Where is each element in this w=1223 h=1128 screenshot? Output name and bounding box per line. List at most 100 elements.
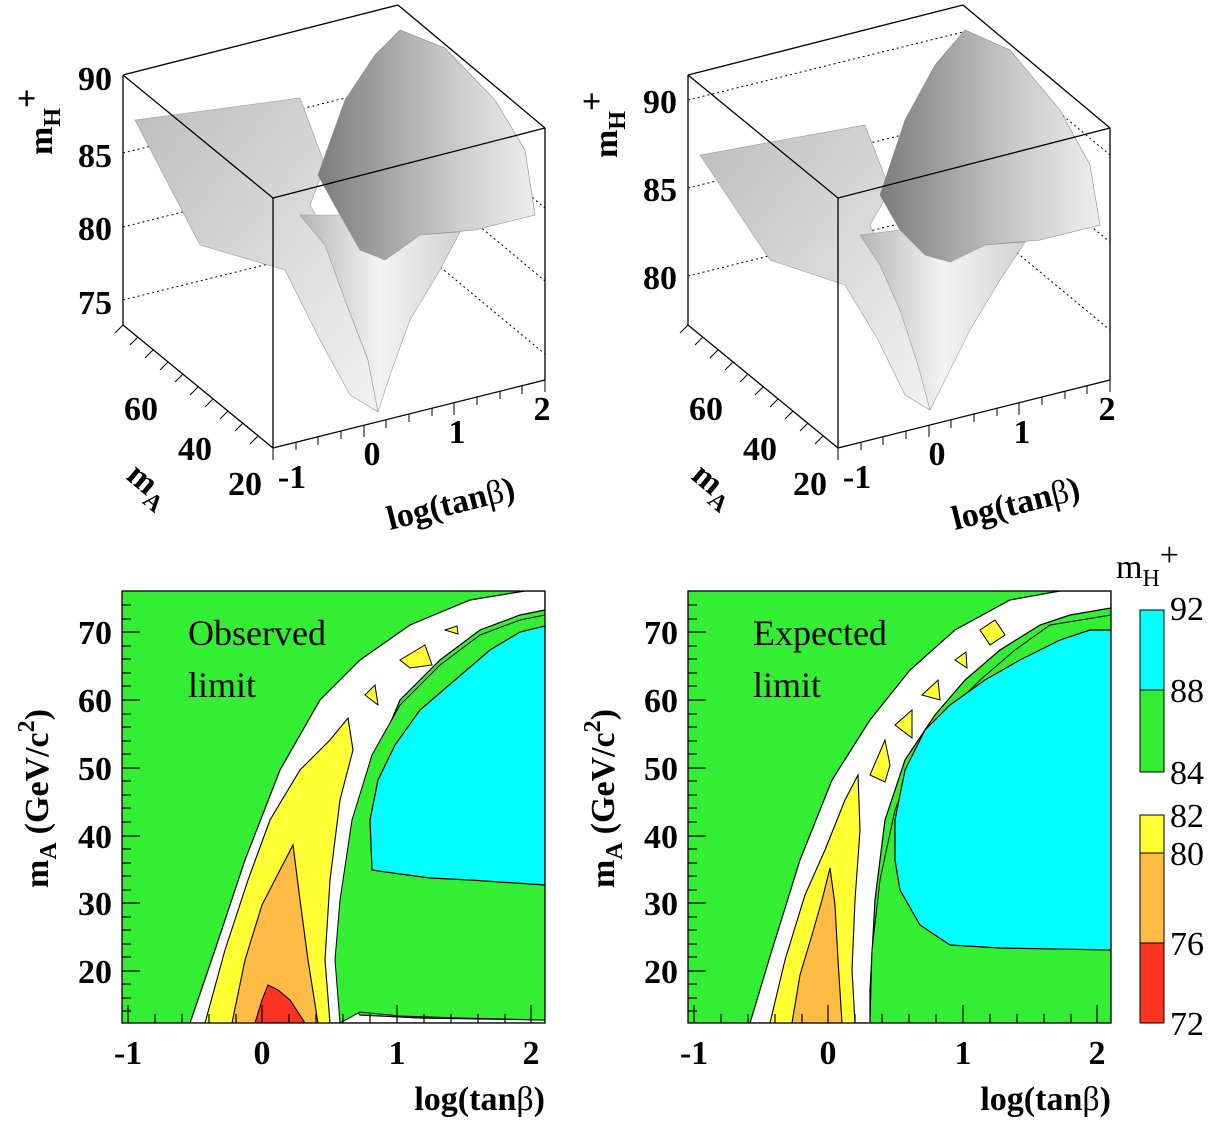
x-tick-label: 0 (364, 436, 381, 473)
x-tick-label: 0 (929, 436, 946, 473)
x-axis-label: log(tanβ) (980, 1081, 1111, 1118)
x-axis-label: log(tanβ) (383, 470, 519, 538)
y-tick-label: 40 (78, 819, 112, 856)
x-tick-label: 1 (389, 1035, 406, 1072)
color-bar: mH+ 92 88 84 82 80 76 72 (1116, 537, 1204, 1043)
y-tick-label: 30 (78, 886, 112, 923)
contour-plot-observed: Observed limit 20 30 40 50 60 70 -1 0 1 … (14, 590, 546, 1118)
x-axis-label: log(tanβ) (948, 470, 1084, 538)
y-tick-label: 40 (743, 431, 777, 468)
y-ticks (122, 604, 140, 1012)
x-axis-label: log(tanβ) (414, 1081, 545, 1118)
x-tick-label: -1 (680, 1035, 708, 1072)
color-bar-title: mH+ (1116, 537, 1179, 592)
color-bar-label: 88 (1170, 673, 1204, 710)
svg-text:mH+: mH+ (9, 89, 66, 155)
x-ticks (693, 1005, 1098, 1023)
z-axis-label: mH+ (574, 92, 631, 158)
y-tick-label: 70 (78, 615, 112, 652)
color-bar-red (1139, 942, 1165, 1024)
yellow-island (399, 644, 433, 669)
plot-frame (121, 590, 546, 1024)
z-tick-label: 90 (643, 84, 677, 121)
annotation-limit: limit (188, 665, 256, 705)
red-region (254, 984, 306, 1023)
z-tick-label: 80 (78, 211, 112, 248)
orange-region (791, 867, 843, 1023)
y-tick-label: 50 (78, 751, 112, 788)
y-tick-label: 40 (178, 431, 212, 468)
surface-plot-left: 90 85 80 75 mH+ 20 40 60 mA -1 0 1 2 log… (9, 4, 551, 538)
x-tick-label: -1 (278, 459, 306, 496)
contour-plot-expected: Expected limit 20 30 40 50 60 70 -1 0 1 … (580, 590, 1112, 1118)
y-tick-label: 30 (644, 886, 678, 923)
z-tick-label: 80 (643, 260, 677, 297)
y-tick-label: 50 (644, 751, 678, 788)
color-bar-label: 76 (1170, 926, 1204, 963)
y-tick-label: 40 (644, 819, 678, 856)
y-axis-label: mA (681, 456, 744, 519)
annotation-expected: Expected (753, 613, 887, 653)
surface-valley (299, 214, 461, 413)
box-frame-back (687, 4, 1111, 449)
y-axis-label: mA(GeV/c2) (14, 709, 62, 888)
yellow-island (869, 738, 891, 783)
y-ticks (688, 604, 706, 1012)
svg-text:mA(GeV/c2): mA(GeV/c2) (580, 709, 628, 888)
svg-text:mA(GeV/c2): mA(GeV/c2) (14, 709, 62, 888)
z-tick-label: 85 (78, 138, 112, 175)
z-axis-label: mH+ (9, 89, 66, 155)
color-bar-cyan (1139, 609, 1165, 691)
plot-frame (687, 590, 1112, 1024)
x-tick-label: 1 (449, 414, 466, 451)
annotation-limit: limit (753, 665, 821, 705)
color-bar-orange (1139, 852, 1165, 944)
cyan-region (894, 629, 1111, 951)
y-tick-label: 60 (644, 683, 678, 720)
x-tick-label: -1 (114, 1035, 142, 1072)
x-tick-label: 1 (1014, 414, 1031, 451)
yellow-island (443, 625, 459, 635)
x-tick-label: 2 (1099, 391, 1116, 428)
x-tick-label: 0 (820, 1035, 837, 1072)
x-tick-label: 0 (254, 1035, 271, 1072)
y-tick-label: 60 (78, 683, 112, 720)
color-bar-label: 82 (1170, 798, 1204, 835)
color-bar-green (1139, 689, 1165, 773)
color-bar-yellow (1139, 814, 1165, 854)
color-bar-label: 72 (1170, 1006, 1204, 1043)
y-tick-label: 60 (689, 391, 723, 428)
x-tick-label: 2 (1089, 1035, 1106, 1072)
y-axis-label: mA(GeV/c2) (580, 709, 628, 888)
yellow-island (921, 678, 941, 701)
x-tick-label: 1 (955, 1035, 972, 1072)
color-bar-label: 80 (1170, 836, 1204, 873)
svg-text:log(tanβ): log(tanβ) (383, 470, 519, 538)
yellow-region (204, 716, 354, 1023)
svg-text:log(tanβ): log(tanβ) (948, 470, 1084, 538)
y-tick-label: 60 (124, 391, 158, 428)
svg-text:mH+: mH+ (574, 92, 631, 158)
x-tick-label: 2 (523, 1035, 540, 1072)
yellow-island (979, 619, 1006, 646)
yellow-island (954, 651, 968, 669)
surface-plot-right: 90 85 80 mH+ 20 40 60 mA -1 0 1 2 log(ta… (574, 4, 1116, 538)
annotation-observed: Observed (188, 613, 326, 653)
axis-ticks (114, 324, 546, 460)
z-tick-label: 85 (643, 172, 677, 209)
axis-ticks (679, 324, 1111, 460)
yellow-island (894, 708, 913, 740)
orange-region (231, 843, 319, 1023)
color-bar-label: 84 (1170, 755, 1204, 792)
surface-peak (879, 29, 1101, 263)
z-tick-label: 75 (78, 285, 112, 322)
cyan-region (369, 625, 545, 886)
y-axis-label: mA (120, 456, 168, 519)
color-bar-label: 92 (1170, 591, 1204, 628)
z-tick-label: 90 (78, 61, 112, 98)
surface-valley (859, 229, 1026, 411)
surface-peak (317, 29, 536, 261)
y-tick-label: 20 (78, 954, 112, 991)
svg-text:mA: mA (681, 456, 744, 519)
